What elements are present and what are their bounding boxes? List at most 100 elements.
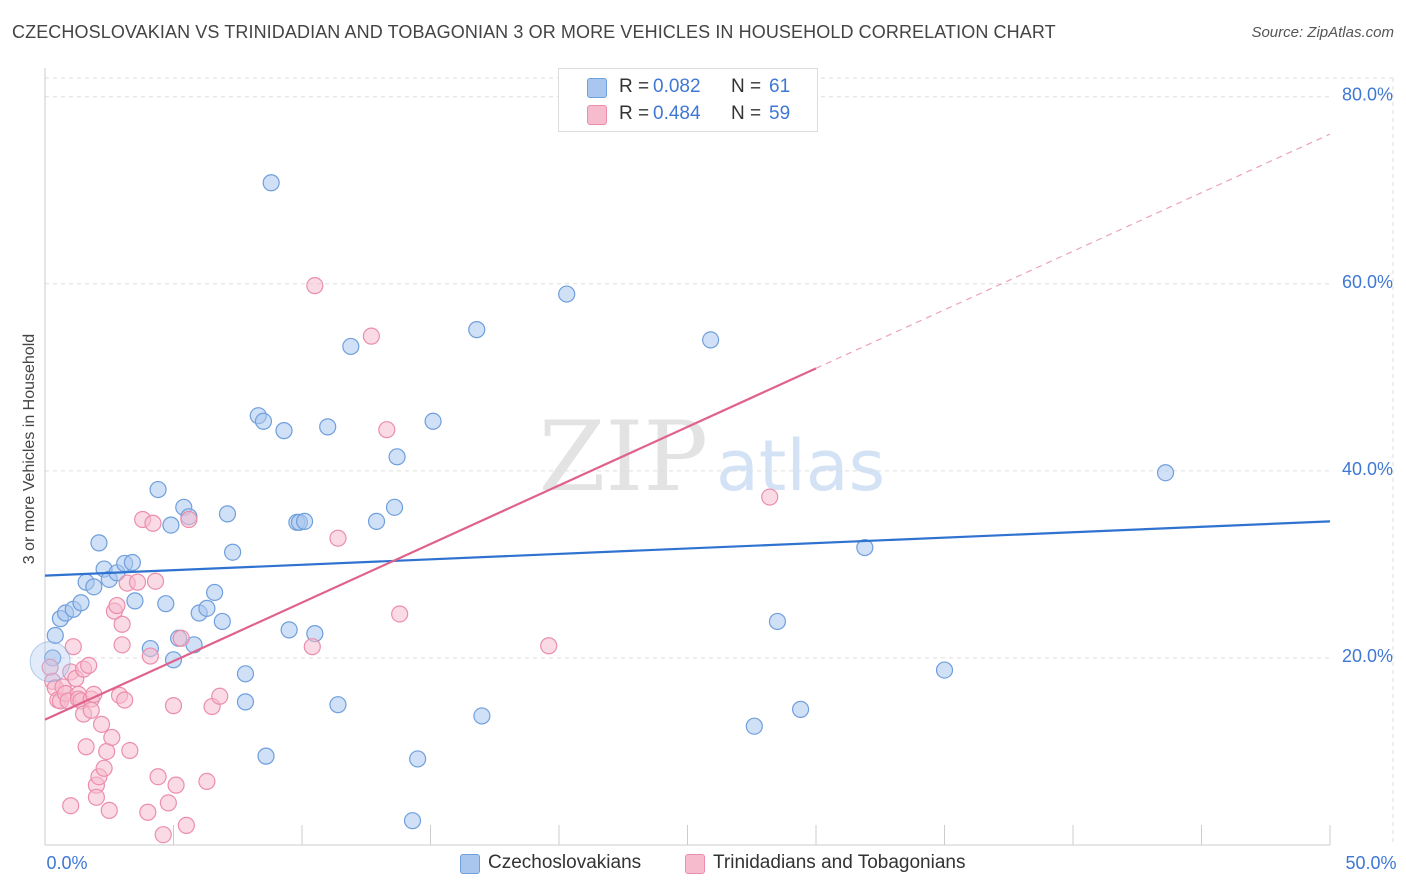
trend-line-extension-pink	[815, 133, 1331, 369]
source-label: Source: ZipAtlas.com	[1251, 24, 1394, 41]
data-point-pink	[154, 826, 172, 844]
legend-n-label: N =	[731, 76, 762, 97]
data-point-blue	[935, 661, 954, 679]
legend-r-value: 0.484	[653, 103, 701, 124]
data-point-pink	[141, 647, 159, 665]
trend-line-blue	[44, 520, 1331, 577]
legend-n-value: 59	[769, 103, 791, 124]
y-tick-label: 40.0%	[1342, 459, 1393, 479]
series-legend-label: Trinidadians and Tobagonians	[713, 852, 966, 873]
data-point-blue	[1156, 464, 1175, 482]
data-point-blue	[468, 321, 486, 339]
legend-r-label: R =	[619, 76, 650, 97]
series-swatch-blue	[460, 854, 480, 874]
y-tick-label: 20.0%	[1342, 646, 1393, 666]
data-point-blue	[90, 534, 108, 552]
data-point-pink	[82, 701, 100, 719]
data-point-pink	[100, 801, 118, 819]
data-point-pink	[77, 738, 95, 756]
watermark-atlas: atlas	[716, 425, 885, 507]
legend-r-value: 0.082	[653, 76, 701, 97]
data-point-blue	[149, 480, 167, 499]
data-point-blue	[72, 594, 90, 612]
data-point-blue	[198, 599, 216, 617]
data-point-pink	[80, 656, 98, 675]
data-point-pink	[113, 615, 131, 633]
data-point-blue	[162, 516, 180, 534]
data-point-pink	[303, 638, 321, 656]
data-point-pink	[761, 488, 779, 506]
data-point-blue	[280, 621, 298, 639]
data-point-pink	[92, 715, 111, 733]
data-point-blue	[385, 498, 404, 516]
data-point-blue	[558, 285, 576, 303]
data-point-blue	[367, 512, 386, 530]
data-point-pink	[113, 636, 131, 654]
data-point-blue	[745, 717, 763, 735]
data-point-blue	[236, 665, 255, 683]
data-point-pink	[95, 759, 113, 777]
data-point-blue	[791, 700, 810, 718]
data-point-blue	[224, 543, 242, 561]
data-point-pink	[164, 697, 183, 715]
legend-n-label: N =	[731, 103, 762, 124]
data-point-blue	[46, 626, 64, 645]
series-swatch-pink	[685, 854, 705, 874]
data-point-pink	[306, 277, 324, 295]
legend-n-value: 61	[769, 76, 791, 97]
y-tick-label: 80.0%	[1342, 85, 1393, 105]
data-point-blue	[213, 612, 231, 631]
data-point-pink	[62, 797, 80, 815]
data-point-blue	[329, 696, 347, 714]
series-legend: Czechoslovakians Trinidadians and Tobago…	[0, 852, 1406, 876]
data-point-blue	[126, 592, 144, 610]
data-point-pink	[64, 638, 82, 656]
data-point-blue	[319, 418, 337, 436]
y-tick-label: 60.0%	[1342, 272, 1393, 292]
data-point-pink	[391, 605, 409, 623]
data-point-blue	[157, 595, 175, 613]
data-point-pink	[108, 596, 126, 615]
data-point-blue	[342, 337, 360, 356]
data-point-pink	[378, 421, 396, 439]
data-point-pink	[172, 629, 190, 647]
data-point-pink	[198, 772, 216, 790]
data-point-blue	[275, 422, 293, 440]
data-point-blue	[473, 707, 491, 725]
data-point-blue	[218, 505, 237, 523]
legend-swatch-blue	[587, 78, 607, 98]
data-point-pink	[87, 788, 106, 806]
data-point-blue	[123, 553, 141, 572]
data-point-pink	[103, 728, 121, 747]
data-point-blue	[403, 812, 422, 830]
trend-line-pink	[44, 367, 817, 721]
data-point-blue	[85, 578, 103, 596]
data-point-pink	[116, 691, 134, 709]
data-point-blue	[164, 651, 183, 669]
legend-swatch-pink	[587, 105, 607, 125]
series-legend-label: Czechoslovakians	[488, 852, 642, 873]
data-point-pink	[362, 327, 380, 345]
data-point-blue	[768, 612, 787, 631]
data-point-blue	[254, 412, 273, 430]
data-point-blue	[702, 331, 720, 349]
chart-title: CZECHOSLOVAKIAN VS TRINIDADIAN AND TOBAG…	[12, 22, 1056, 42]
x-tick-label-max: 50.0%	[1345, 853, 1396, 873]
data-point-blue	[409, 750, 427, 768]
data-point-pink	[540, 637, 558, 655]
data-point-pink	[121, 741, 139, 760]
data-point-pink	[139, 803, 157, 821]
data-point-pink	[329, 529, 347, 547]
data-point-pink	[180, 510, 198, 529]
data-point-pink	[211, 687, 229, 705]
data-point-pink	[167, 776, 185, 794]
x-tick-label-min: 0.0%	[46, 853, 87, 873]
data-point-blue	[295, 512, 314, 530]
data-point-pink	[177, 816, 195, 834]
data-point-blue	[424, 412, 442, 430]
correlation-legend: R = 0.082 N = 61 R = 0.484 N = 59	[558, 68, 818, 132]
data-point-blue	[206, 583, 224, 602]
data-point-cluster	[29, 641, 71, 683]
data-point-pink	[149, 768, 167, 786]
